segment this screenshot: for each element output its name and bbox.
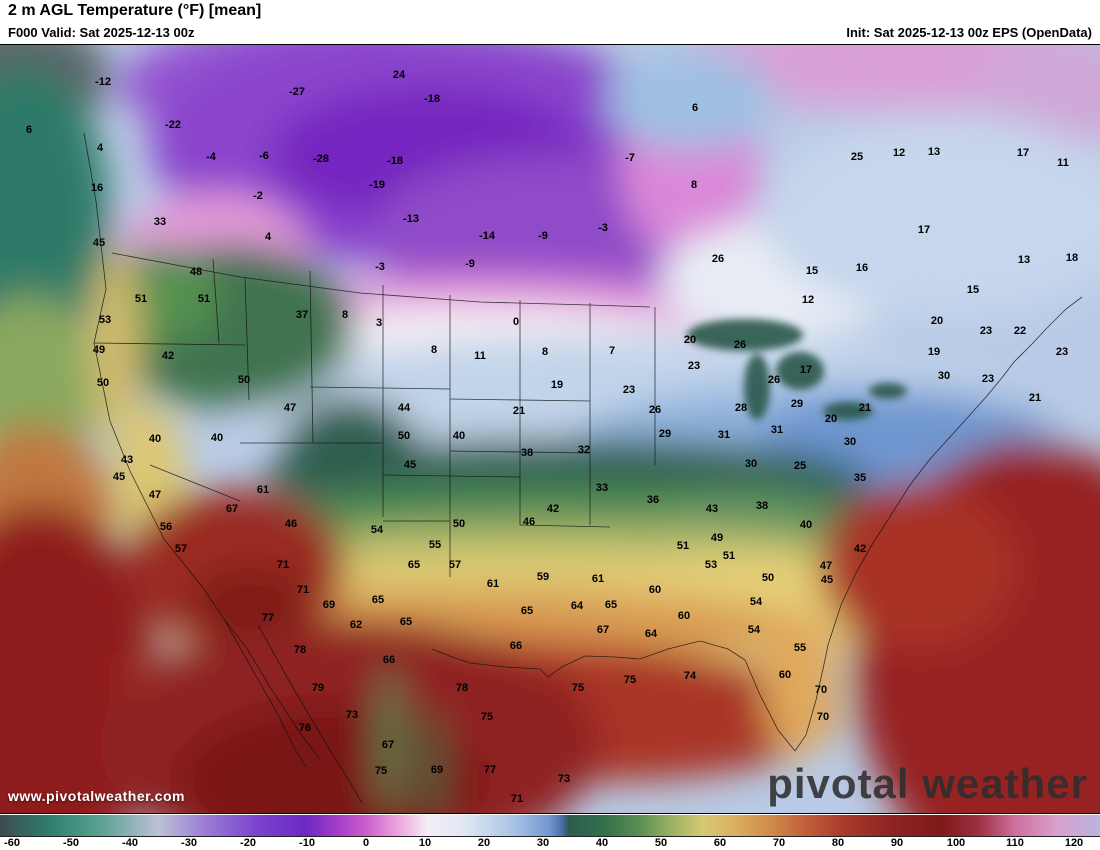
map-canvas [0,45,1100,813]
colorbar-tick: 20 [477,837,491,849]
colorbar-tick: 110 [1006,837,1024,849]
temperature-field [0,45,1100,813]
colorbar-tick: 90 [890,837,904,849]
colorbar-tick: -30 [181,837,197,849]
colorbar-tick: -60 [4,837,20,849]
temperature-map[interactable] [0,44,1100,814]
colorbar-tick: 80 [831,837,845,849]
colorbar-tick: 30 [536,837,550,849]
colorbar-tick: 100 [946,837,966,849]
colorbar-tick: 0 [362,837,370,849]
valid-time-text: F000 Valid: Sat 2025-12-13 00z [8,25,195,40]
colorbar-ticks: -60 -50 -40 -30 -20 -10 0 10 20 30 40 50 60 70 80 90 100… [0,837,1100,850]
init-time-text: Init: Sat 2025-12-13 00z EPS (OpenData) [846,25,1092,40]
great-lakes [687,319,907,420]
colorbar-tick: 70 [772,837,786,849]
colorbar-tick: 60 [713,837,727,849]
colorbar-tick: 40 [595,837,609,849]
colorbar-tick: -50 [63,837,79,849]
page-title: 2 m AGL Temperature (°F) [mean] [8,2,262,19]
header: 2 m AGL Temperature (°F) [mean] F000 Val… [0,0,1100,44]
colorbar-tick: -10 [299,837,315,849]
pivotalweather-logo: pivotal weather [767,760,1088,807]
watermark-url: www.pivotalweather.com [8,788,185,804]
colorbar-tick: 120 [1064,837,1084,849]
colorbar-tick: 50 [654,837,668,849]
colorbar-tick: -20 [240,837,256,849]
colorbar-wrap: -60 -50 -40 -30 -20 -10 0 10 20 30 40 50 60 70 80 90 100… [0,815,1100,850]
colorbar-tick: -40 [122,837,138,849]
colorbar-tick: 10 [418,837,432,849]
state-borders [83,132,1083,804]
temperature-colorbar [0,815,1100,837]
